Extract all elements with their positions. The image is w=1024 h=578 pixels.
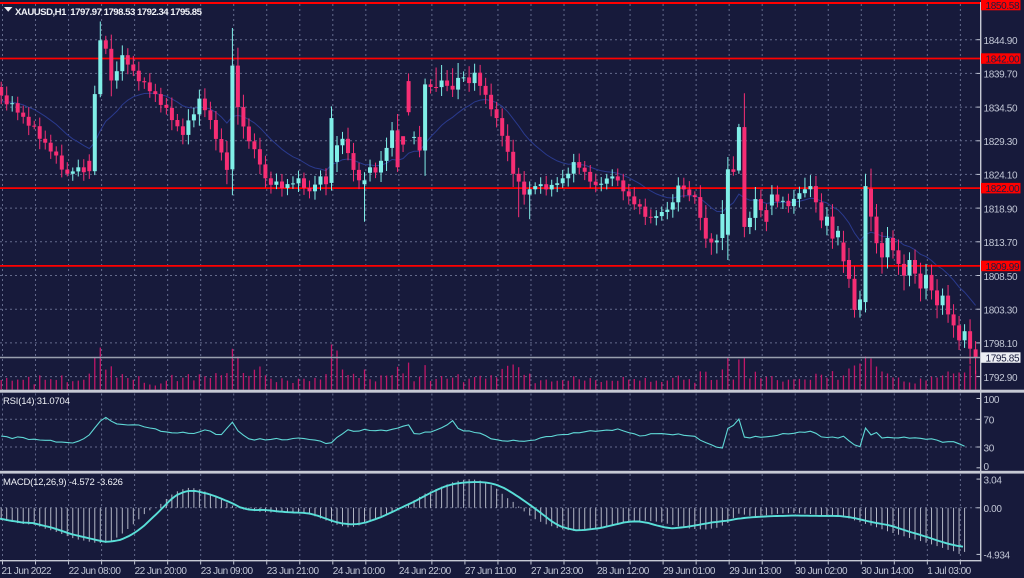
svg-text:XAUUSD,H1 1797.97 1798.53 179: XAUUSD,H1 1797.97 1798.53 1792.34 1795.8…	[15, 7, 203, 18]
svg-text:30 Jun 02:00: 30 Jun 02:00	[795, 566, 848, 577]
svg-text:30 Jun 14:00: 30 Jun 14:00	[861, 566, 914, 577]
svg-text:1839.70: 1839.70	[984, 70, 1018, 81]
svg-text:29 Jun 13:00: 29 Jun 13:00	[729, 566, 782, 577]
svg-text:1795.85: 1795.85	[986, 354, 1020, 365]
svg-text:1829.30: 1829.30	[984, 137, 1018, 148]
svg-text:23 Jun 21:00: 23 Jun 21:00	[267, 566, 320, 577]
svg-text:21 Jun 2022: 21 Jun 2022	[2, 566, 52, 577]
svg-text:1824.10: 1824.10	[984, 171, 1018, 182]
svg-text:1813.70: 1813.70	[984, 238, 1018, 249]
svg-text:70: 70	[984, 416, 995, 427]
svg-text:1844.90: 1844.90	[984, 36, 1018, 47]
svg-text:-4.934: -4.934	[984, 551, 1011, 562]
svg-text:22 Jun 20:00: 22 Jun 20:00	[135, 566, 188, 577]
svg-text:1842.00: 1842.00	[986, 55, 1020, 66]
svg-text:27 Jun 11:00: 27 Jun 11:00	[465, 566, 517, 577]
svg-text:0.00: 0.00	[984, 504, 1003, 515]
svg-text:MACD(12,26,9) -4.572 -3.626: MACD(12,26,9) -4.572 -3.626	[3, 477, 123, 488]
svg-text:27 Jun 23:00: 27 Jun 23:00	[531, 566, 584, 577]
svg-text:22 Jun 08:00: 22 Jun 08:00	[69, 566, 122, 577]
svg-text:1834.50: 1834.50	[984, 103, 1018, 114]
svg-text:24 Jun 10:00: 24 Jun 10:00	[333, 566, 386, 577]
svg-text:24 Jun 22:00: 24 Jun 22:00	[399, 566, 452, 577]
svg-text:1792.90: 1792.90	[984, 373, 1018, 384]
svg-text:100: 100	[984, 395, 1000, 406]
svg-text:28 Jun 12:00: 28 Jun 12:00	[597, 566, 650, 577]
svg-text:3.04: 3.04	[984, 475, 1003, 486]
svg-text:1818.90: 1818.90	[984, 204, 1018, 215]
svg-text:1822.00: 1822.00	[986, 184, 1020, 195]
svg-text:0: 0	[984, 462, 990, 473]
svg-text:30: 30	[984, 443, 995, 454]
svg-text:1803.30: 1803.30	[984, 306, 1018, 317]
svg-text:1 Jul 03:00: 1 Jul 03:00	[927, 566, 971, 577]
svg-text:1798.10: 1798.10	[984, 339, 1018, 350]
svg-text:1808.50: 1808.50	[984, 272, 1018, 283]
svg-text:23 Jun 09:00: 23 Jun 09:00	[201, 566, 254, 577]
svg-text:1850.58: 1850.58	[986, 1, 1020, 12]
svg-text:RSI(14) 31.0704: RSI(14) 31.0704	[3, 396, 70, 407]
svg-text:1809.99: 1809.99	[986, 262, 1020, 273]
svg-text:29 Jun 01:00: 29 Jun 01:00	[663, 566, 716, 577]
